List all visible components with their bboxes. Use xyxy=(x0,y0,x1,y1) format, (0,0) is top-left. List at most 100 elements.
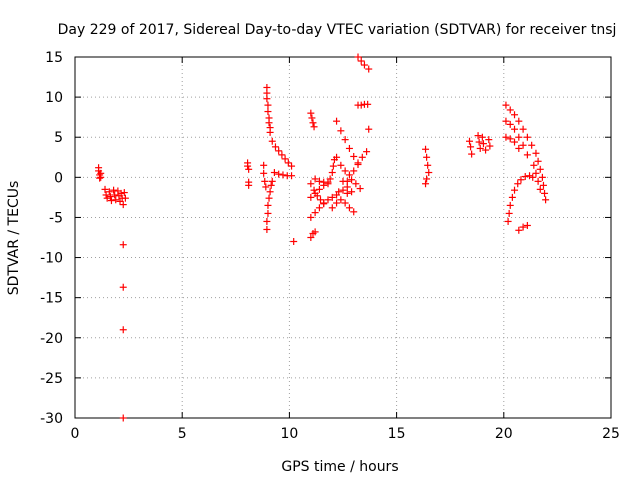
data-point xyxy=(307,213,315,221)
data-point xyxy=(275,147,283,155)
data-point xyxy=(339,177,347,185)
data-point xyxy=(341,199,349,207)
data-point xyxy=(341,136,349,144)
data-point xyxy=(311,175,319,183)
data-point xyxy=(328,169,336,177)
data-point xyxy=(478,133,486,141)
data-point xyxy=(264,209,272,217)
data-point xyxy=(307,234,315,241)
data-point xyxy=(103,194,111,202)
data-point xyxy=(502,117,510,125)
data-point xyxy=(506,201,514,209)
data-point xyxy=(519,141,527,149)
data-point xyxy=(515,226,523,234)
data-point xyxy=(290,238,298,246)
data-point xyxy=(352,180,360,188)
data-point xyxy=(515,144,523,152)
data-point xyxy=(479,140,487,148)
data-point xyxy=(532,149,540,157)
data-point xyxy=(320,181,328,189)
x-tick-label: 20 xyxy=(495,426,513,442)
data-point xyxy=(263,95,271,103)
data-point xyxy=(119,201,127,209)
data-point xyxy=(424,161,432,169)
data-point xyxy=(260,161,268,169)
data-point xyxy=(307,180,315,188)
data-point xyxy=(530,161,538,169)
x-tick-label: 25 xyxy=(602,426,620,442)
data-point xyxy=(97,173,105,181)
data-point xyxy=(326,175,334,183)
data-point xyxy=(357,101,365,109)
data-point xyxy=(358,153,366,161)
data-point xyxy=(315,204,323,212)
data-point xyxy=(267,181,275,189)
x-tick-label: 0 xyxy=(71,426,80,442)
y-axis-label: SDTVAR / TECUs xyxy=(6,181,22,296)
data-point xyxy=(337,196,345,204)
data-point xyxy=(119,326,127,334)
data-point xyxy=(311,189,319,197)
data-point xyxy=(265,119,273,127)
data-point xyxy=(423,153,431,161)
data-point xyxy=(270,169,278,177)
data-point xyxy=(328,204,336,212)
data-point xyxy=(348,176,356,184)
data-point xyxy=(504,217,512,225)
data-point xyxy=(511,186,519,194)
data-point xyxy=(278,151,286,159)
data-point xyxy=(475,138,483,146)
data-point xyxy=(515,117,523,125)
data-point xyxy=(536,185,544,193)
data-point xyxy=(106,193,114,201)
x-tick-label: 5 xyxy=(178,426,187,442)
data-point xyxy=(119,283,127,291)
data-point xyxy=(284,159,292,167)
data-point xyxy=(264,201,272,209)
data-point xyxy=(511,125,519,133)
data-point xyxy=(328,193,336,201)
data-point xyxy=(539,181,547,189)
data-point xyxy=(264,101,272,109)
data-point xyxy=(485,136,493,144)
y-tick-label: -25 xyxy=(40,371,63,387)
data-point xyxy=(506,135,514,143)
data-point xyxy=(343,183,351,191)
y-tick-label: -20 xyxy=(40,331,63,347)
data-point xyxy=(266,188,274,196)
data-point xyxy=(422,145,430,153)
data-point xyxy=(333,153,341,161)
data-point xyxy=(422,180,430,188)
data-point xyxy=(315,185,323,193)
data-point xyxy=(523,221,531,229)
data-point xyxy=(468,150,476,158)
y-tick-label: -5 xyxy=(49,210,63,226)
data-point xyxy=(268,137,276,145)
data-point xyxy=(532,169,540,177)
data-point xyxy=(515,133,523,141)
data-point xyxy=(310,123,318,131)
data-point xyxy=(514,180,522,188)
data-point xyxy=(467,143,475,151)
data-point xyxy=(102,191,110,199)
data-point xyxy=(261,177,269,185)
data-point xyxy=(112,196,120,204)
data-point xyxy=(354,159,362,167)
data-point xyxy=(345,144,353,152)
data-point xyxy=(350,167,358,175)
y-tick-label: 5 xyxy=(54,130,63,146)
data-point xyxy=(105,188,113,196)
data-point xyxy=(279,171,287,179)
data-point xyxy=(245,165,253,173)
data-point xyxy=(339,186,347,194)
data-point xyxy=(517,176,525,184)
data-point xyxy=(96,174,104,182)
data-point xyxy=(307,193,315,201)
data-point xyxy=(120,189,128,197)
data-point xyxy=(324,196,332,204)
data-point xyxy=(523,151,531,159)
data-point xyxy=(534,157,542,165)
x-axis-ticks: 0 5 10 15 20 25 xyxy=(71,57,620,442)
data-point xyxy=(482,146,490,154)
